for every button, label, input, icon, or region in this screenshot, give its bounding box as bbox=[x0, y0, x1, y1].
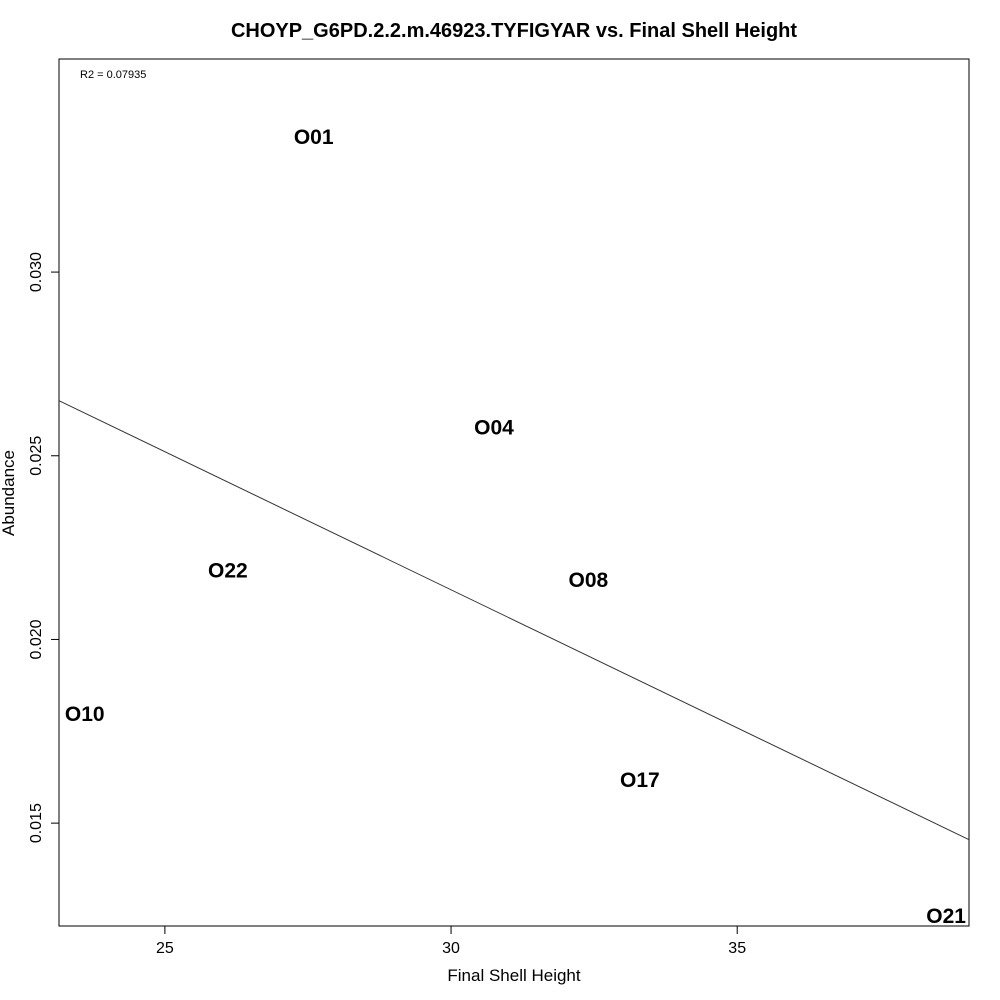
chart-title: CHOYP_G6PD.2.2.m.46923.TYFIGYAR vs. Fina… bbox=[231, 20, 797, 42]
point-labels-layer: O01 O04 O22 O08 O10 O17 O21 bbox=[65, 126, 966, 928]
point-label-o21: O21 bbox=[926, 905, 966, 928]
y-axis: 0.015 0.020 0.025 0.030 bbox=[28, 252, 59, 843]
x-tick-label: 30 bbox=[442, 940, 460, 957]
point-label-o08: O08 bbox=[569, 569, 609, 592]
x-axis: 25 30 35 bbox=[156, 926, 746, 957]
point-label-o01: O01 bbox=[294, 126, 334, 149]
point-label-o17: O17 bbox=[620, 769, 660, 792]
y-axis-label: Abundance bbox=[0, 450, 18, 536]
regression-line bbox=[58, 400, 970, 841]
y-tick-label: 0.030 bbox=[28, 252, 45, 292]
x-tick-label: 25 bbox=[156, 940, 174, 957]
point-label-o10: O10 bbox=[65, 703, 105, 726]
r2-annotation: R2 = 0.07935 bbox=[80, 69, 146, 81]
y-tick-label: 0.025 bbox=[28, 436, 45, 476]
y-tick-label: 0.015 bbox=[28, 803, 45, 843]
point-label-o04: O04 bbox=[474, 416, 514, 439]
point-label-o22: O22 bbox=[208, 560, 248, 583]
regression-line-layer bbox=[58, 400, 970, 841]
x-tick-label: 35 bbox=[728, 940, 746, 957]
y-tick-label: 0.020 bbox=[28, 619, 45, 659]
x-axis-label: Final Shell Height bbox=[447, 966, 581, 985]
plot-frame bbox=[58, 58, 970, 927]
